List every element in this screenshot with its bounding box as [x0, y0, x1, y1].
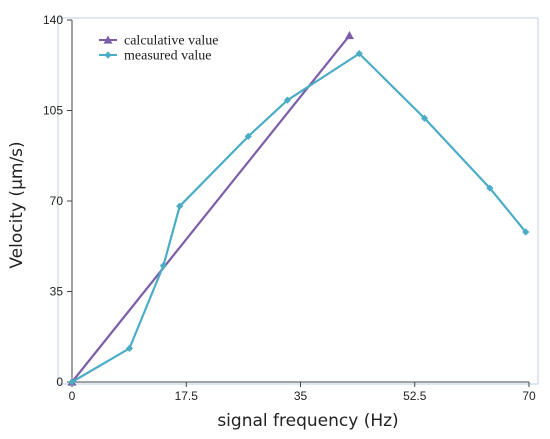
legend-marker: [104, 51, 112, 59]
x-tick-label: 0: [69, 389, 76, 403]
calculative-value-point: [344, 31, 354, 40]
y-tick-label: 70: [50, 194, 64, 208]
measured-value-point: [420, 114, 429, 122]
legend-label-calculative-value: calculative value: [124, 34, 218, 49]
measured-value-line: [71, 52, 527, 383]
x-tick-label: 17.5: [175, 389, 199, 403]
x-axis-title: signal frequency (Hz): [217, 411, 398, 431]
x-tick-label: 35: [294, 389, 308, 403]
y-axis-title: Velocity (μm/s): [7, 141, 27, 268]
y-tick-label: 105: [43, 104, 63, 118]
calculative-value-line: [71, 34, 351, 383]
x-tick-label: 52.5: [403, 389, 427, 403]
series-layer: [67, 31, 530, 386]
measured-value-point: [125, 344, 134, 352]
y-axis: 0 35 70 105 140: [43, 13, 73, 389]
measured-value-point: [355, 50, 363, 58]
measured-value-point: [159, 262, 167, 270]
measured-value-point: [283, 96, 292, 104]
measured-value-point: [176, 202, 184, 210]
measured-value-point: [486, 184, 494, 192]
measured-value-point: [244, 132, 252, 140]
plot-frame: [57, 17, 539, 385]
legend-marker: [103, 35, 113, 44]
measured-value-point: [522, 228, 530, 236]
x-tick-label: 70: [522, 389, 536, 403]
x-axis: 0 17.5 35 52.5 70: [69, 381, 536, 403]
measured-value-point: [68, 378, 76, 386]
y-tick-label: 140: [43, 13, 63, 27]
y-tick-label: 0: [56, 375, 63, 389]
legend-label-measured-value: measured value: [124, 49, 211, 64]
y-tick-label: 35: [50, 285, 64, 299]
